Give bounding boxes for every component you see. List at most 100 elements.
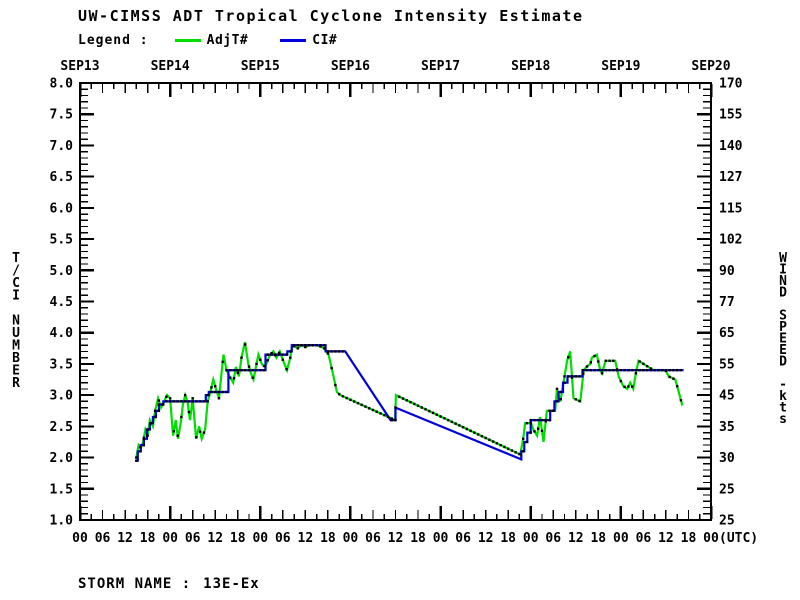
svg-text:45: 45 [719,389,735,404]
svg-text:5.5: 5.5 [50,233,73,248]
ci-line-swatch-icon [280,39,307,42]
svg-text:E: E [12,364,20,379]
svg-text:U: U [12,326,20,341]
svg-text:115: 115 [719,201,742,216]
svg-text:00: 00 [523,531,539,546]
svg-text:C: C [12,276,20,291]
svg-text:SEP18: SEP18 [511,59,550,74]
svg-text:00: 00 [703,531,719,546]
svg-text:1.0: 1.0 [50,514,74,529]
legend-name-ci: CI# [312,33,338,48]
svg-text:6.0: 6.0 [50,201,74,216]
svg-text:06: 06 [455,531,471,546]
svg-text:06: 06 [545,531,561,546]
svg-text:3.5: 3.5 [50,357,73,372]
axis-labels: SEP13 SEP14 SEP15 SEP16 SEP17 SEP18 SEP19 SEP20… [50,59,759,546]
svg-text:25: 25 [719,482,735,497]
svg-text:SEP19: SEP19 [601,59,640,74]
svg-text:E: E [779,332,787,347]
svg-text:M: M [12,339,20,354]
svg-text:102: 102 [719,233,742,248]
svg-text:2.0: 2.0 [50,451,74,466]
adjt-series-line [135,341,684,459]
svg-text:T: T [12,251,20,266]
svg-text:25: 25 [719,514,735,529]
utc-suffix-label: (UTC) [719,531,758,546]
svg-text:D: D [779,286,787,301]
storm-name-value: 13E-Ex [203,576,260,592]
svg-text:s: s [779,412,787,427]
legend-item-adjt: AdjT# [174,33,249,48]
storm-name: STORM NAME : 13E-Ex [78,576,260,592]
svg-text:06: 06 [185,531,201,546]
svg-text:8.0: 8.0 [50,77,74,92]
svg-text:06: 06 [275,531,291,546]
svg-text:06: 06 [365,531,381,546]
plot-border [79,82,712,521]
axis-ticks [78,81,713,522]
svg-text:30: 30 [719,451,735,466]
svg-text:06: 06 [636,531,652,546]
svg-text:35: 35 [719,420,735,435]
svg-text:k: k [779,389,787,404]
svg-text:00: 00 [433,531,449,546]
svg-text:N: N [12,314,20,329]
svg-text:90: 90 [719,264,735,279]
svg-text:18: 18 [320,531,336,546]
svg-text:12: 12 [478,531,494,546]
svg-text:N: N [779,274,787,289]
svg-text:00: 00 [252,531,268,546]
svg-text:155: 155 [719,108,742,123]
svg-text:SEP14: SEP14 [151,59,190,74]
svg-text:00: 00 [613,531,629,546]
svg-text:77: 77 [719,295,735,310]
svg-text:55: 55 [719,357,735,372]
svg-text:/: / [12,264,20,279]
svg-text:W: W [779,251,787,266]
svg-text:12: 12 [568,531,584,546]
svg-text:B: B [12,351,20,366]
svg-text:SEP13: SEP13 [60,59,99,74]
svg-text:140: 140 [719,139,743,154]
svg-text:SEP17: SEP17 [421,59,460,74]
svg-text:00: 00 [162,531,178,546]
svg-text:7.5: 7.5 [50,108,73,123]
svg-text:7.0: 7.0 [50,139,74,154]
svg-text:170: 170 [719,77,743,92]
legend-name-adjt: AdjT# [206,33,249,48]
chart-legend: Legend : AdjT# CI# [78,33,369,48]
svg-text:D: D [779,355,787,370]
svg-text:I: I [779,263,787,278]
svg-text:R: R [12,376,20,391]
svg-text:00: 00 [72,531,88,546]
svg-text:127: 127 [719,170,742,185]
svg-text:SEP20: SEP20 [691,59,730,74]
svg-text:1.5: 1.5 [50,482,73,497]
svg-text:12: 12 [658,531,674,546]
svg-text:12: 12 [207,531,223,546]
chart-title: UW-CIMSS ADT Tropical Cyclone Intensity … [78,7,584,25]
svg-text:65: 65 [719,326,735,341]
svg-text:P: P [779,320,787,335]
svg-text:12: 12 [298,531,314,546]
svg-text:12: 12 [117,531,133,546]
svg-text:-: - [779,378,787,393]
svg-text:S: S [779,309,787,324]
svg-text:E: E [779,343,787,358]
legend-item-ci: CI# [280,33,337,48]
svg-text:t: t [779,401,787,416]
svg-text:18: 18 [500,531,516,546]
svg-text:I: I [12,289,20,304]
svg-text:18: 18 [681,531,697,546]
svg-text:6.5: 6.5 [50,170,73,185]
svg-text:2.5: 2.5 [50,420,73,435]
svg-text:06: 06 [95,531,111,546]
svg-text:18: 18 [410,531,426,546]
data-point-dots [135,343,683,462]
svg-text:4.0: 4.0 [50,326,74,341]
svg-text:5.0: 5.0 [50,264,74,279]
